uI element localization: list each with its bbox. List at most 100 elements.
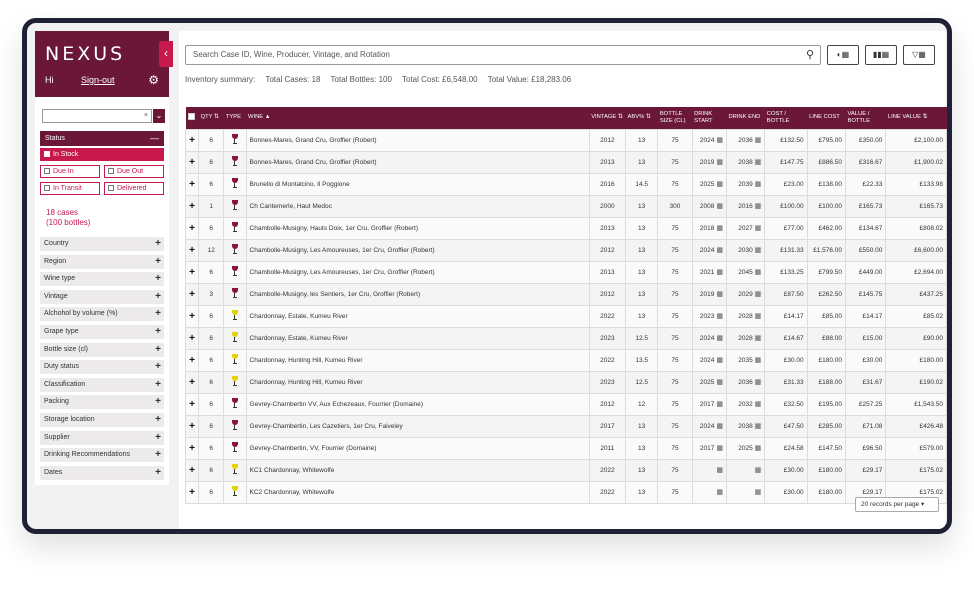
plus-icon[interactable]: + [189,464,195,476]
expand-row-button[interactable]: + [184,348,200,372]
calendar-icon[interactable]: ▦ [714,357,723,364]
expand-row-button[interactable]: + [184,216,200,240]
expand-row-button[interactable]: + [184,194,200,218]
expand-row-button[interactable]: + [184,238,200,262]
plus-icon[interactable]: + [155,308,161,320]
gear-icon[interactable]: ⚙ [148,73,159,87]
select-all-checkbox[interactable] [185,107,199,129]
calendar-icon[interactable]: ▦ [752,137,762,144]
expand-row-button[interactable]: + [184,128,200,152]
calendar-icon[interactable]: ▦ [752,401,762,408]
col-drink-end[interactable]: DRINK END [726,107,765,129]
filter-13[interactable]: Dates + [40,465,164,480]
checkbox-icon[interactable] [108,185,114,191]
table-row[interactable]: +6 Gevrey-Chambertin, VV, Fourrier (Domai… [184,436,947,460]
status-section-header[interactable]: Status — [40,131,164,146]
chevron-down-icon[interactable]: ⌄ [153,109,165,123]
calendar-icon[interactable]: ▦ [752,379,762,386]
calendar-icon[interactable]: ▦ [752,313,762,320]
filter-10[interactable]: Storage location + [40,412,164,427]
calendar-icon[interactable]: ▦ [714,203,723,210]
table-row[interactable]: +6 Chardonnay, Hunting Hill, Kumeu River 2… [184,370,947,394]
calendar-icon[interactable]: ▦ [754,489,762,496]
filter-9[interactable]: Packing + [40,395,164,410]
expand-row-button[interactable]: + [184,414,200,438]
filter-0[interactable]: Country + [40,237,164,251]
expand-row-button[interactable]: + [184,326,200,350]
status-due-out[interactable]: Due Out [104,165,164,178]
expand-row-button[interactable]: + [184,370,200,394]
calendar-icon[interactable]: ▦ [752,335,762,342]
calendar-icon[interactable]: ▦ [716,467,723,474]
calendar-icon[interactable]: ▦ [752,423,762,430]
clear-icon[interactable]: × [143,112,148,119]
col-cost-bottle[interactable]: COST / BOTTLE [764,107,808,129]
pdf-chart-export-button[interactable]: ◐▦ [827,45,859,65]
calendar-icon[interactable]: ▦ [716,489,723,496]
plus-icon[interactable]: + [155,431,161,443]
calendar-icon[interactable]: ▦ [752,159,762,166]
col-line-cost[interactable]: LINE COST [807,107,846,129]
calendar-icon[interactable]: ▦ [752,445,762,452]
filter-1[interactable]: Region + [40,254,164,269]
table-row[interactable]: +6 Chambolle-Musigny, Les Amoureuses, 1er… [184,260,947,284]
plus-icon[interactable]: + [189,288,195,300]
col-abv[interactable]: ABV% ⇅ [625,107,658,129]
search-icon[interactable]: ⚲ [805,49,814,61]
calendar-icon[interactable]: ▦ [714,181,723,188]
expand-row-button[interactable]: + [184,480,200,504]
table-row[interactable]: +6 Chardonnay, Hunting Hill, Kumeu River 2… [184,348,947,372]
filter-3[interactable]: Vintage + [40,289,164,304]
checkbox-icon[interactable] [44,168,50,174]
filter-11[interactable]: Supplier + [40,430,164,445]
calendar-icon[interactable]: ▦ [714,379,723,386]
col-wine[interactable]: WINE ▲ [246,107,590,129]
calendar-icon[interactable]: ▦ [714,269,723,276]
plus-icon[interactable]: + [155,466,161,478]
calendar-icon[interactable]: ▦ [714,247,723,254]
filter-5[interactable]: Grape type + [40,324,164,339]
filter-6[interactable]: Bottle size (cl) + [40,342,164,357]
expand-row-button[interactable]: + [184,458,200,482]
col-qty[interactable]: QTY ⇅ [198,107,224,129]
plus-icon[interactable]: + [189,332,195,344]
plus-icon[interactable]: + [155,255,161,267]
table-row[interactable]: +6 Gevrey-Chambertin VV, Aux Echezeaux, F… [184,392,947,416]
expand-row-button[interactable]: + [184,304,200,328]
col-vintage[interactable]: VINTAGE ⇅ [589,107,626,129]
filter-4[interactable]: Alchohol by volume (%) + [40,307,164,322]
expand-row-button[interactable]: + [184,150,200,174]
table-row[interactable]: +6 Chardonnay, Estate, Kumeu River 2022 13 7… [184,304,947,328]
filter-8[interactable]: Classification + [40,377,164,392]
records-per-page-select[interactable]: 20 records per page ▾ [855,497,939,512]
calendar-icon[interactable]: ▦ [714,225,723,232]
calendar-icon[interactable]: ▦ [752,269,762,276]
table-row[interactable]: +3 Chambolle-Musigny, les Sentiers, 1er C… [184,282,947,306]
calendar-icon[interactable]: ▦ [714,423,723,430]
plus-icon[interactable]: + [189,134,195,146]
calendar-icon[interactable]: ▦ [752,225,762,232]
expand-row-button[interactable]: + [184,392,200,416]
plus-icon[interactable]: + [189,222,195,234]
status-in-stock[interactable]: In Stock [40,148,164,161]
plus-icon[interactable]: + [189,156,195,168]
plus-icon[interactable]: + [189,486,195,498]
collapse-icon[interactable]: — [150,133,159,143]
plus-icon[interactable]: + [189,420,195,432]
plus-icon[interactable]: + [155,413,161,425]
calendar-icon[interactable]: ▦ [752,247,762,254]
status-in-transit[interactable]: In Transit [40,182,100,195]
col-bottle-size[interactable]: BOTTLE SIZE (CL) [657,107,693,129]
calendar-icon[interactable]: ▦ [714,445,723,452]
status-due-in[interactable]: Due In [40,165,100,178]
wine-excel-export-button[interactable]: ▽▦ [903,45,935,65]
plus-icon[interactable]: + [189,376,195,388]
col-value-bottle[interactable]: VALUE / BOTTLE [845,107,886,129]
checkbox-icon[interactable] [44,185,50,191]
collapse-sidebar-button[interactable]: ‹ [159,41,173,67]
plus-icon[interactable]: + [189,398,195,410]
plus-icon[interactable]: + [155,325,161,337]
checkbox-icon[interactable] [44,151,50,157]
calendar-icon[interactable]: ▦ [752,291,762,298]
col-line-value[interactable]: LINE VALUE ⇅ [885,107,947,129]
